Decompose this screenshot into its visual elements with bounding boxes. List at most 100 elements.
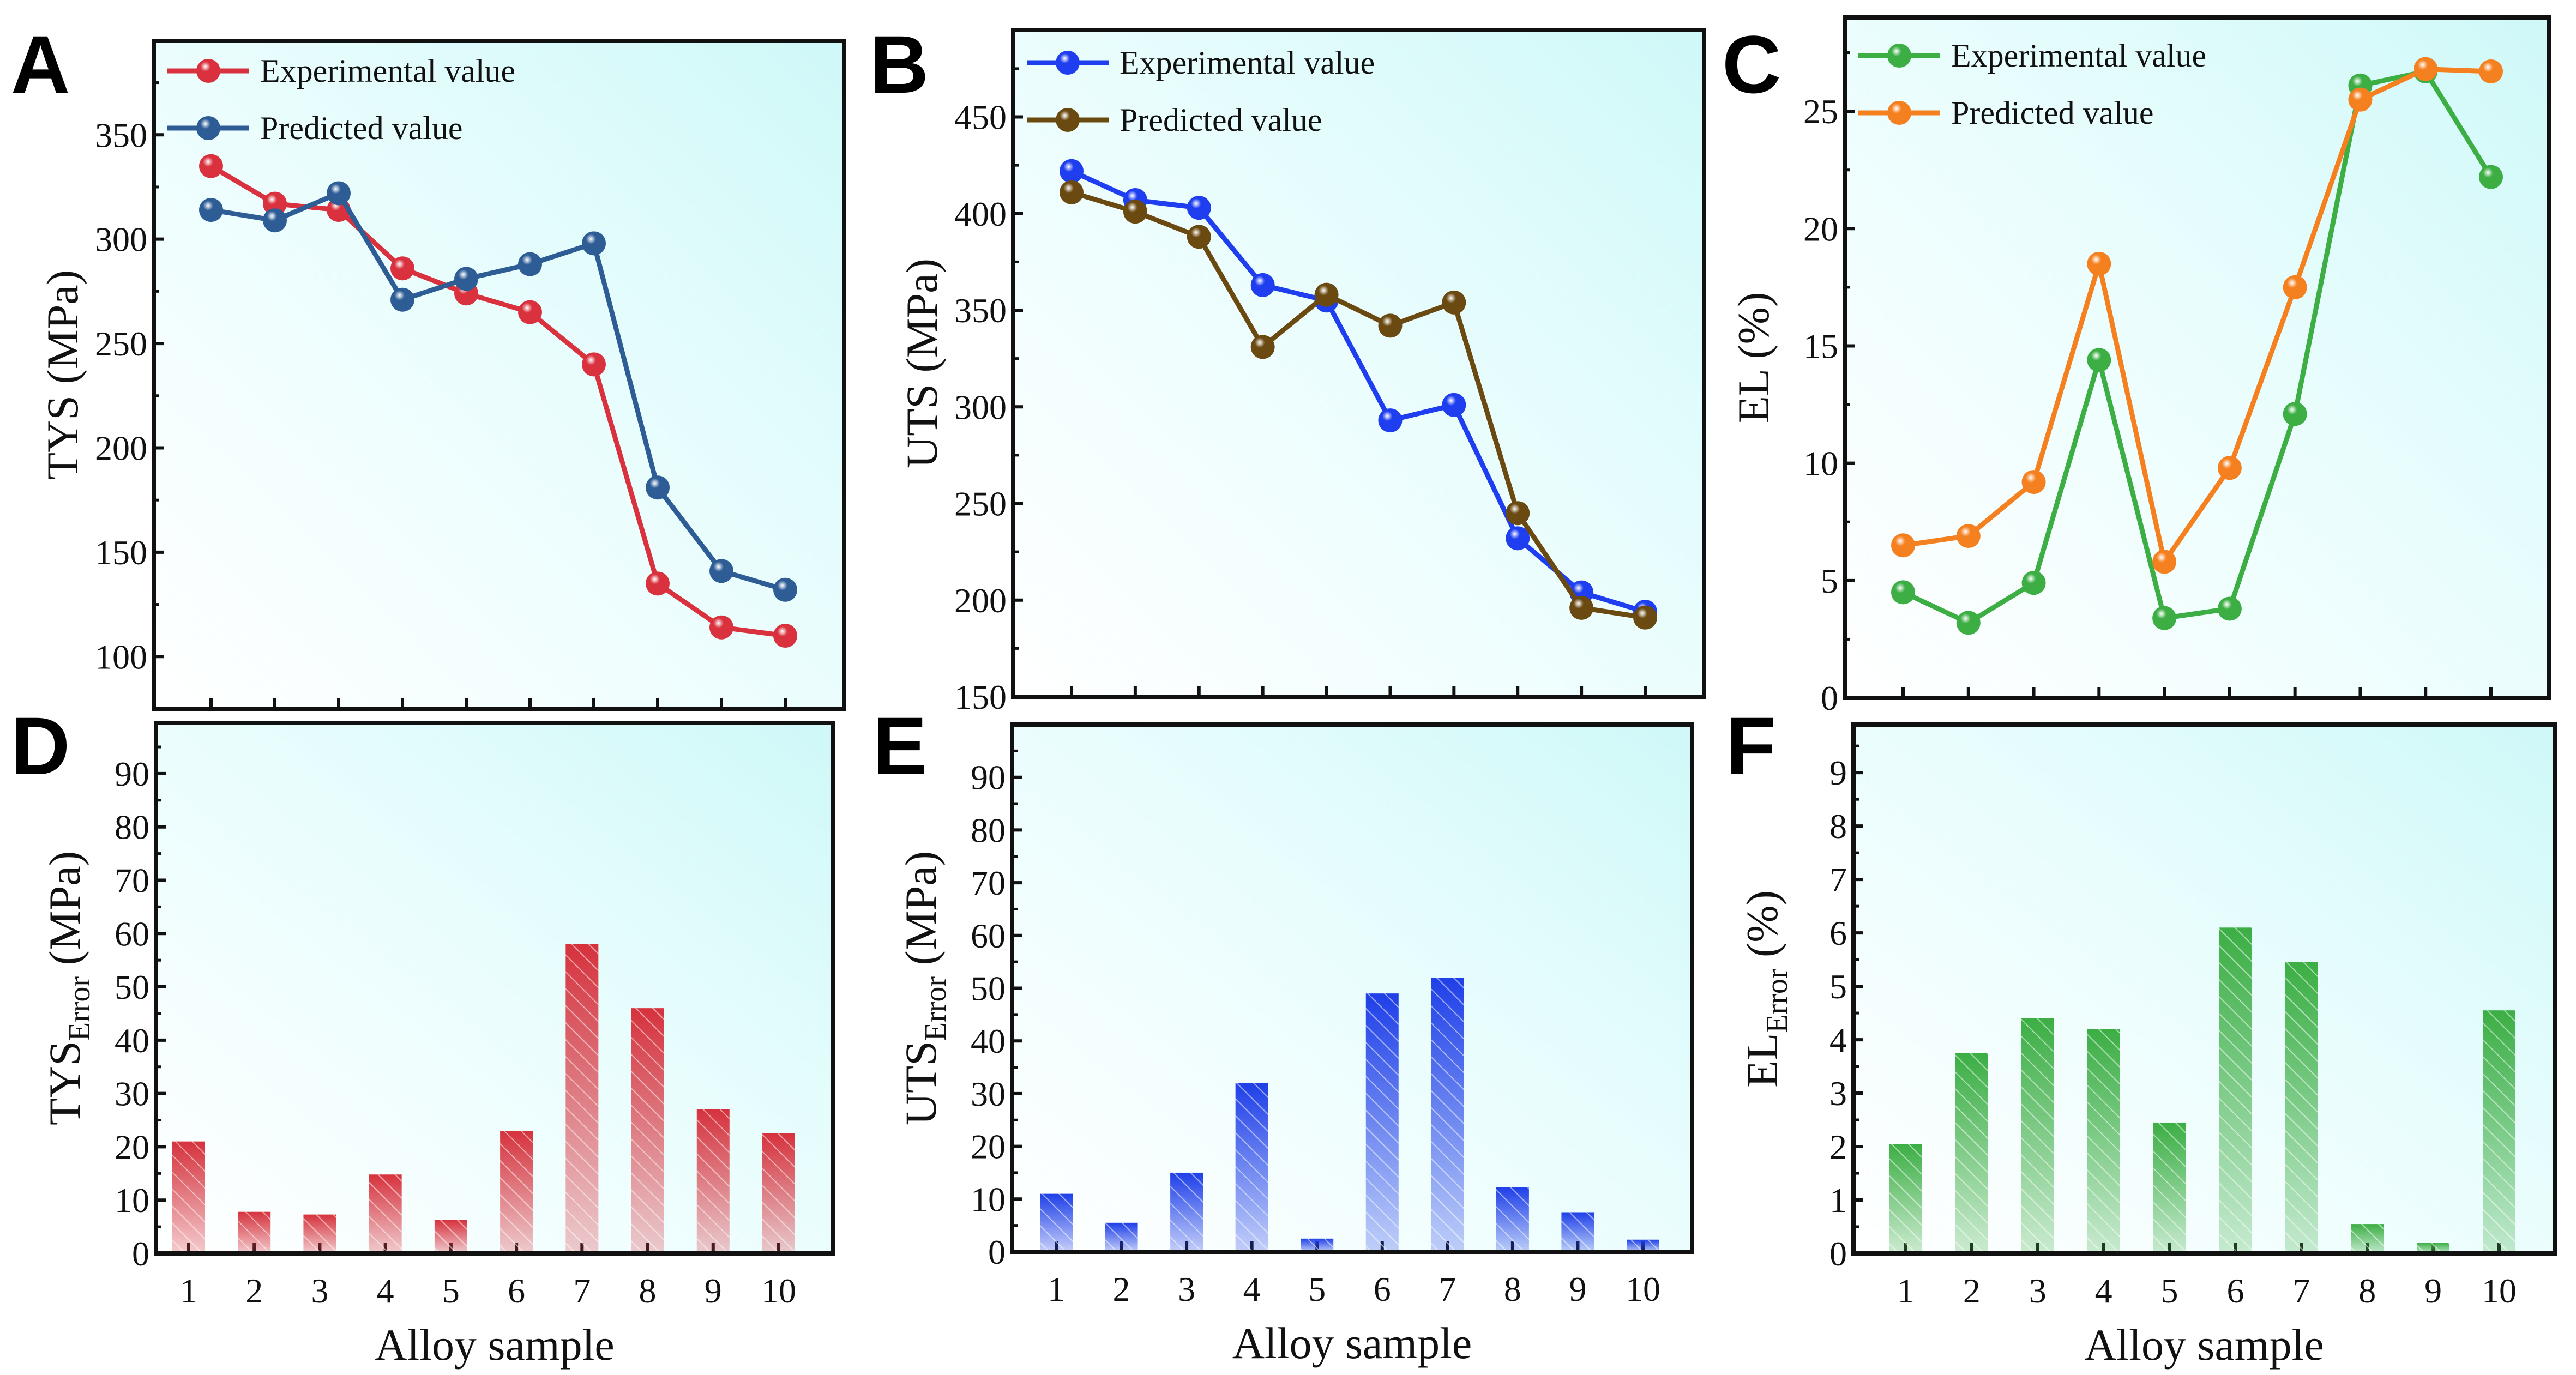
bar-hatch [762, 1133, 795, 1253]
x-tick-label: 8 [1504, 1270, 1521, 1308]
data-point [2087, 348, 2111, 372]
panel-f: F 0 1 2 3 4 5 6 7 8 9 1 2 3 4 5 6 7 8 9 10 Alloy sample ELErro… [1726, 700, 2557, 1370]
y-tick-label: 0 [1821, 679, 1838, 717]
y-tick-label: 300 [95, 220, 147, 259]
data-point [1506, 501, 1530, 526]
panel-label: C [1722, 19, 1781, 110]
data-point [263, 191, 287, 216]
bar-hatch [238, 1211, 271, 1253]
bar-hatch [2087, 1029, 2120, 1253]
bar-hatch [303, 1214, 336, 1253]
bar-hatch [2417, 1243, 2450, 1253]
data-point [773, 624, 797, 648]
legend-marker [196, 59, 220, 83]
y-tick-label: 40 [971, 1022, 1006, 1060]
panel-label: B [870, 19, 929, 110]
x-tick-label: 8 [639, 1271, 657, 1310]
x-tick-label: 1 [1048, 1270, 1065, 1308]
data-point [582, 352, 606, 377]
data-point [2217, 456, 2242, 480]
x-tick-label: 3 [1178, 1270, 1195, 1308]
x-tick-label: 2 [1113, 1270, 1130, 1308]
data-point [1891, 533, 1915, 558]
data-point [199, 154, 223, 178]
y-tick-label: 60 [971, 916, 1006, 955]
bar-hatch [1889, 1144, 1922, 1253]
data-point [454, 267, 478, 291]
data-point [1569, 595, 1594, 620]
plot-frame [1843, 15, 2551, 700]
bar-hatch [172, 1141, 205, 1253]
bar-hatch [2351, 1224, 2384, 1253]
x-tick-label: 2 [245, 1271, 263, 1310]
legend-marker [1887, 44, 1911, 68]
data-point [709, 559, 733, 583]
bar-hatch [565, 944, 599, 1253]
panel-b: B15020025030035040045012345678910Alloy s… [870, 19, 1706, 813]
data-point [518, 252, 542, 276]
data-point [2152, 550, 2177, 574]
y-tick-label: 450 [954, 98, 1007, 137]
y-tick-label: 7 [1829, 860, 1847, 899]
y-tick-label: 80 [971, 811, 1006, 849]
data-point [2217, 596, 2242, 621]
data-point [2414, 57, 2438, 81]
y-tick-label: 3 [1829, 1074, 1847, 1113]
bar-hatch [1365, 993, 1399, 1252]
bar-hatch [1301, 1238, 1334, 1252]
bar-hatch [1561, 1212, 1594, 1252]
y-tick-label: 10 [1803, 444, 1838, 483]
y-tick-label: 0 [132, 1234, 149, 1273]
y-axis-label: TYSError (MPa) [40, 851, 97, 1125]
data-point [2087, 251, 2111, 276]
data-point [646, 475, 670, 500]
x-tick-label: 1 [1897, 1271, 1915, 1310]
y-tick-label: 30 [971, 1075, 1006, 1113]
data-point [2152, 606, 2177, 630]
y-axis-label: UTSError (MPa) [896, 851, 953, 1125]
legend-label: Predicted value [1951, 95, 2154, 131]
data-point [327, 181, 351, 206]
data-point [1378, 408, 1403, 433]
legend-marker [1056, 51, 1080, 75]
x-tick-label: 4 [1243, 1270, 1261, 1308]
y-tick-label: 20 [115, 1127, 149, 1166]
x-tick-label: 10 [2482, 1271, 2517, 1310]
y-tick-label: 8 [1829, 807, 1847, 846]
legend-label: Predicted value [1120, 102, 1322, 138]
bar-hatch [1431, 978, 1464, 1252]
data-point [1442, 290, 1466, 315]
y-tick-label: 80 [115, 808, 149, 847]
y-tick-label: 0 [988, 1233, 1006, 1271]
y-tick-label: 9 [1829, 753, 1847, 792]
x-tick-label: 7 [2292, 1271, 2310, 1310]
y-tick-label: 250 [954, 485, 1007, 523]
y-axis-label: UTS (MPa) [897, 258, 947, 468]
y-tick-label: 50 [115, 968, 149, 1006]
x-tick-label: 9 [2424, 1271, 2442, 1310]
y-tick-label: 5 [1821, 562, 1838, 600]
x-tick-label: 5 [1308, 1270, 1326, 1308]
bar-hatch [2285, 962, 2318, 1253]
y-tick-label: 2 [1829, 1127, 1847, 1166]
bar-hatch [1040, 1193, 1073, 1252]
data-point [1060, 159, 1084, 183]
data-point [390, 256, 414, 281]
y-tick-label: 90 [971, 758, 1006, 797]
panel-e: E 0 10 20 30 40 50 60 70 80 90 1 2 3 4 5 6 7 8 9 10 Alloy sam… [872, 700, 1694, 1368]
data-point [2479, 59, 2503, 83]
series-line [1903, 67, 2491, 568]
series-line [1902, 68, 2493, 626]
data-point [390, 287, 414, 312]
y-tick-label: 90 [115, 755, 149, 793]
data-point [709, 615, 733, 640]
x-axis-label: Alloy sample [2084, 1320, 2324, 1370]
legend-label: Predicted value [260, 110, 463, 146]
series-line [1070, 190, 1646, 620]
y-tick-label: 4 [1829, 1021, 1847, 1059]
y-tick-label: 150 [954, 678, 1007, 716]
data-point [263, 208, 287, 233]
plot-area [1012, 725, 1692, 1252]
bar-hatch [696, 1109, 730, 1253]
